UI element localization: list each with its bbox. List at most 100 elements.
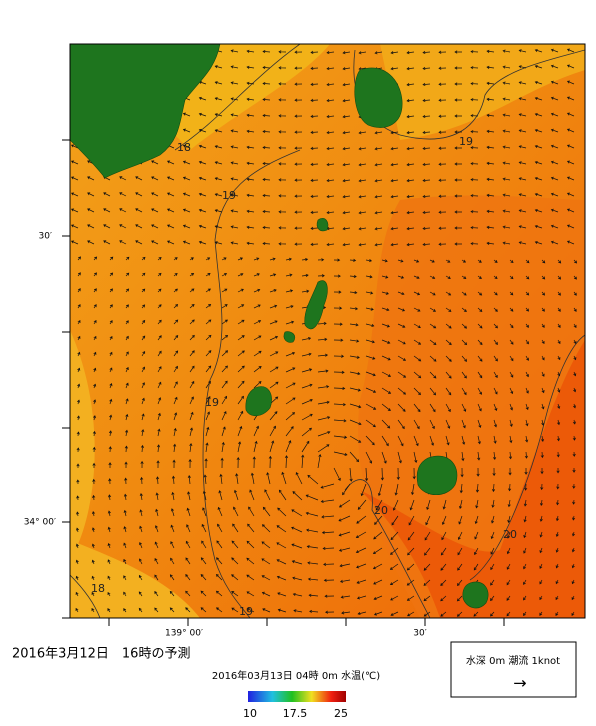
current-arrow	[438, 194, 447, 198]
current-arrow	[566, 240, 575, 245]
current-arrow	[326, 178, 335, 183]
current-arrow	[157, 381, 162, 389]
current-arrow	[445, 259, 451, 263]
current-arrow	[508, 451, 513, 460]
current-arrow	[408, 515, 415, 526]
current-arrow	[360, 483, 367, 497]
current-arrow	[76, 399, 81, 405]
current-arrow	[525, 323, 529, 328]
current-arrow	[92, 462, 96, 469]
island	[416, 455, 458, 496]
current-arrow	[333, 274, 341, 278]
current-arrow	[429, 339, 437, 345]
current-arrow	[470, 98, 479, 102]
current-arrow	[261, 575, 271, 581]
current-arrow	[262, 49, 271, 54]
current-arrow	[525, 275, 530, 280]
current-arrow	[278, 226, 287, 230]
current-arrow	[310, 66, 319, 70]
current-arrow	[502, 65, 511, 69]
current-arrow	[557, 339, 561, 345]
current-arrow	[573, 291, 577, 296]
current-arrow	[518, 193, 527, 197]
current-arrow	[470, 114, 479, 118]
current-arrow	[493, 307, 498, 312]
current-arrow	[566, 80, 575, 85]
current-arrow	[407, 547, 415, 556]
current-arrow	[246, 241, 255, 245]
current-arrow	[406, 595, 415, 601]
current-arrow	[550, 208, 559, 213]
current-arrow	[573, 339, 577, 345]
current-arrow	[477, 435, 481, 445]
current-arrow	[276, 525, 287, 533]
current-arrow	[486, 81, 495, 85]
current-arrow	[326, 50, 335, 55]
current-arrow	[440, 595, 447, 602]
colorbar	[248, 691, 346, 702]
current-arrow	[381, 419, 391, 429]
current-arrow	[141, 397, 145, 405]
current-arrow	[477, 259, 482, 263]
current-arrow	[103, 240, 111, 245]
current-arrow	[509, 275, 514, 280]
current-arrow	[138, 591, 143, 597]
current-arrow	[540, 435, 545, 443]
current-arrow	[262, 177, 271, 182]
current-arrow	[285, 257, 292, 261]
current-arrow	[246, 97, 255, 101]
current-arrow	[103, 224, 111, 229]
current-arrow	[253, 366, 262, 373]
current-arrow	[397, 307, 406, 312]
current-arrow	[261, 558, 271, 565]
current-arrow	[141, 335, 146, 341]
current-arrow	[91, 575, 95, 581]
current-arrow	[124, 477, 128, 485]
current-arrow	[411, 483, 415, 496]
current-arrow	[390, 51, 399, 55]
current-arrow	[493, 435, 497, 444]
current-arrow	[156, 444, 161, 453]
current-arrow	[540, 483, 544, 491]
current-arrow	[326, 98, 335, 103]
current-arrow	[333, 467, 341, 481]
current-arrow	[571, 563, 575, 569]
current-arrow	[261, 541, 271, 549]
current-arrow	[291, 543, 303, 549]
peninsula	[70, 44, 221, 179]
current-arrow	[566, 48, 575, 53]
current-arrow	[534, 176, 543, 181]
current-arrow	[76, 479, 80, 485]
current-arrow	[422, 50, 431, 55]
current-arrow	[151, 192, 159, 197]
current-arrow	[460, 467, 464, 478]
contour-label: 19	[222, 189, 236, 202]
current-arrow	[539, 531, 543, 538]
current-arrow	[221, 365, 228, 373]
current-arrow	[541, 419, 545, 426]
current-arrow	[138, 574, 143, 581]
current-arrow	[413, 419, 420, 430]
current-arrow	[550, 128, 559, 133]
current-arrow	[155, 492, 159, 501]
current-arrow	[278, 162, 287, 166]
current-arrow	[262, 97, 271, 102]
current-arrow	[470, 194, 479, 198]
current-arrow	[173, 304, 179, 309]
current-arrow	[509, 403, 513, 411]
current-arrow	[423, 595, 431, 602]
current-arrow	[139, 541, 143, 549]
current-arrow	[92, 446, 96, 453]
current-arrow	[550, 80, 559, 85]
current-arrow	[358, 195, 367, 199]
current-arrow	[534, 224, 543, 229]
current-arrow	[135, 240, 143, 245]
current-arrow	[310, 162, 319, 166]
current-arrow	[125, 320, 129, 325]
current-arrow	[461, 275, 467, 279]
current-arrow	[566, 160, 575, 165]
current-arrow	[173, 427, 177, 437]
current-arrow	[390, 243, 399, 247]
current-arrow	[246, 81, 255, 85]
